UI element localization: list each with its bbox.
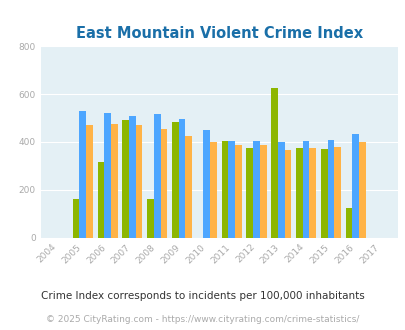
Bar bbox=[284, 149, 291, 238]
Bar bbox=[72, 199, 79, 238]
Bar bbox=[172, 121, 178, 238]
Bar bbox=[320, 149, 327, 238]
Bar bbox=[160, 129, 167, 238]
Bar bbox=[104, 113, 111, 238]
Bar bbox=[203, 130, 210, 238]
Bar bbox=[221, 141, 228, 238]
Bar bbox=[309, 148, 315, 238]
Bar bbox=[79, 111, 86, 238]
Bar bbox=[259, 145, 266, 238]
Bar bbox=[246, 148, 252, 238]
Bar bbox=[135, 125, 142, 238]
Bar bbox=[327, 140, 333, 238]
Bar bbox=[185, 136, 192, 238]
Bar bbox=[111, 124, 117, 238]
Text: © 2025 CityRating.com - https://www.cityrating.com/crime-statistics/: © 2025 CityRating.com - https://www.city… bbox=[46, 315, 359, 324]
Bar bbox=[352, 134, 358, 238]
Bar bbox=[228, 141, 234, 238]
Bar bbox=[210, 142, 216, 238]
Bar bbox=[234, 146, 241, 238]
Text: Crime Index corresponds to incidents per 100,000 inhabitants: Crime Index corresponds to incidents per… bbox=[41, 291, 364, 301]
Bar bbox=[252, 141, 259, 238]
Bar bbox=[345, 208, 352, 238]
Bar bbox=[178, 119, 185, 238]
Bar bbox=[277, 142, 284, 238]
Bar bbox=[358, 142, 365, 238]
Title: East Mountain Violent Crime Index: East Mountain Violent Crime Index bbox=[75, 26, 362, 41]
Bar bbox=[153, 115, 160, 238]
Bar bbox=[333, 147, 340, 238]
Bar bbox=[97, 162, 104, 238]
Bar bbox=[86, 125, 93, 238]
Bar bbox=[302, 141, 309, 238]
Bar bbox=[147, 199, 153, 238]
Bar bbox=[295, 148, 302, 238]
Bar bbox=[271, 88, 277, 238]
Bar bbox=[122, 120, 129, 238]
Bar bbox=[129, 115, 135, 238]
